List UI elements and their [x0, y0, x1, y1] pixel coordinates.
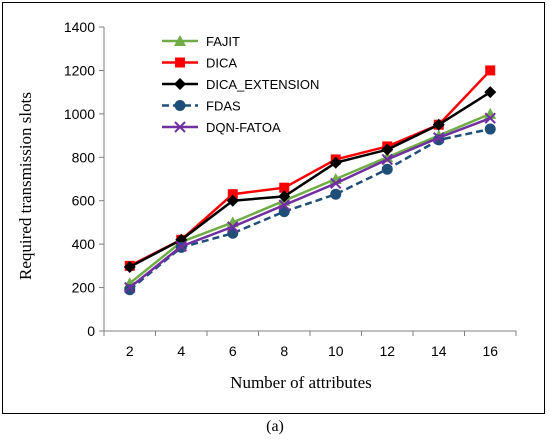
data-point-x-stroke: [278, 199, 290, 211]
data-point-diamond: [226, 194, 239, 207]
legend: FAJIT DICA DICA_EXTENSION FDAS DQN-FATOA: [162, 34, 319, 135]
data-point-x-stroke: [381, 153, 393, 166]
data-point-x: [175, 240, 187, 253]
x-tick-label: 12: [379, 343, 395, 359]
legend-item: DICA: [162, 56, 237, 71]
y-tick-label: 1000: [64, 106, 95, 122]
x-tick-label: 2: [126, 343, 134, 359]
data-point-square: [485, 65, 496, 76]
data-point-x-stroke: [227, 221, 239, 233]
data-point-diamond: [484, 86, 497, 99]
data-point-square: [279, 182, 290, 193]
data-point-circle: [381, 163, 393, 175]
data-point-x-stroke: [175, 240, 187, 253]
x-tick-label: 4: [177, 343, 185, 359]
series-layer: [123, 65, 497, 296]
data-point-triangle: [174, 35, 186, 46]
data-point-x: [433, 132, 445, 144]
y-tick-label: 800: [72, 149, 96, 165]
data-point-x: [174, 121, 186, 133]
data-point-diamond: [174, 78, 186, 90]
series-fdas: [124, 123, 496, 296]
y-tick-label: 1400: [64, 19, 95, 35]
data-point-circle: [484, 123, 496, 135]
legend-label: DICA: [206, 56, 237, 71]
series-line: [128, 117, 491, 289]
x-tick-label: 16: [482, 343, 498, 359]
x-tick-label: 8: [280, 343, 288, 359]
data-point-x: [278, 199, 290, 211]
data-point-x-stroke: [174, 121, 186, 133]
data-point-circle: [330, 188, 342, 200]
legend-item: DQN-FATOA: [162, 120, 281, 135]
data-point-diamond: [432, 118, 445, 131]
legend-label: FDAS: [206, 99, 241, 114]
series-line: [129, 91, 491, 269]
data-point-x-stroke: [330, 177, 342, 190]
data-point-x-stroke: [433, 132, 445, 144]
data-point-diamond: [278, 190, 291, 203]
x-axis-ticks: 2 4 6 8 10 12 14 16: [103, 331, 517, 359]
series-line: [128, 112, 491, 285]
data-point-x: [484, 112, 496, 124]
legend-item: DICA_EXTENSION: [162, 77, 319, 92]
chart-frame: [2, 2, 545, 414]
series-dica-extension: [123, 86, 497, 273]
figure-caption: (a): [266, 418, 284, 435]
x-axis-title: Number of attributes: [230, 373, 372, 392]
data-point-x: [381, 153, 393, 166]
y-tick-label: 200: [72, 280, 96, 296]
legend-label: FAJIT: [206, 34, 240, 49]
data-point-x: [124, 281, 136, 294]
legend-item: FAJIT: [162, 34, 240, 49]
legend-item: FDAS: [162, 99, 241, 114]
x-tick-label: 10: [328, 343, 344, 359]
data-point-x: [227, 221, 239, 233]
data-point-x-stroke: [124, 281, 136, 294]
y-axis-title: Required transmission slots: [16, 92, 35, 280]
data-point-diamond: [329, 156, 342, 169]
y-tick-label: 600: [72, 193, 96, 209]
series-line: [128, 127, 491, 291]
legend-label: DQN-FATOA: [206, 120, 281, 135]
data-point-circle: [174, 100, 186, 111]
data-point-diamond: [381, 143, 394, 156]
x-tick-label: 14: [431, 343, 447, 359]
data-point-x: [330, 177, 342, 190]
legend-label: DICA_EXTENSION: [206, 77, 319, 92]
data-point-circle: [124, 284, 136, 296]
data-point-square: [227, 189, 238, 200]
data-point-diamond: [123, 260, 136, 273]
x-tick-label: 6: [229, 343, 237, 359]
series-dqn-fatoa: [124, 112, 496, 294]
y-tick-label: 1200: [64, 62, 95, 78]
y-tick-label: 0: [87, 323, 95, 339]
data-point-square: [175, 57, 185, 68]
y-tick-label: 400: [72, 236, 96, 252]
data-point-x-stroke: [484, 112, 496, 124]
y-axis-ticks: 0 200 400 600 800 1000 1200 1400: [64, 19, 104, 339]
